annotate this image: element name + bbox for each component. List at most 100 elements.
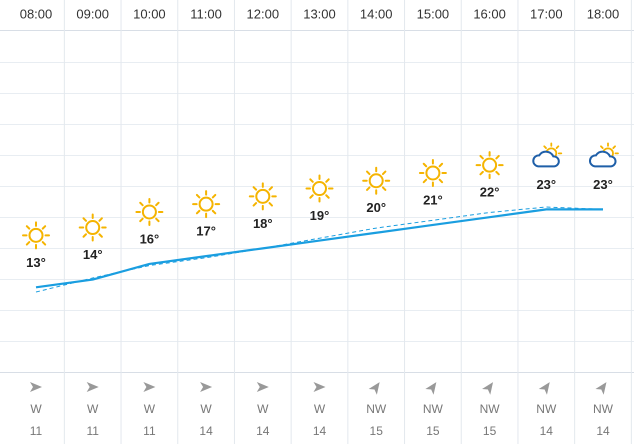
sun-ray	[98, 233, 103, 238]
sun-ray	[438, 178, 444, 184]
wind-direction: W	[30, 402, 42, 416]
wind-arrow	[143, 382, 156, 392]
temperature-label: 23°	[536, 177, 556, 192]
sun-ray	[139, 201, 144, 207]
wind-arrow	[86, 382, 99, 392]
wind-speed: 14	[199, 424, 213, 438]
sun-ray	[211, 209, 217, 215]
sun-ray	[612, 145, 616, 149]
sun-ray	[155, 217, 160, 223]
weather-icon	[192, 190, 221, 219]
weather-icon	[475, 151, 504, 180]
wind-direction: W	[257, 402, 269, 416]
wind-speed: 14	[313, 424, 327, 438]
sun-ray	[82, 217, 87, 222]
sun-ray	[252, 202, 258, 207]
temperature-label: 16°	[140, 231, 160, 246]
sun-ray	[195, 193, 201, 199]
wind-arrow	[256, 382, 269, 392]
sun-ray	[600, 145, 604, 149]
sun-ray	[25, 225, 31, 230]
hour-label: 13:00	[303, 6, 336, 21]
sun	[198, 196, 214, 212]
sun-ray	[479, 154, 484, 160]
horizontal-grid	[0, 62, 634, 342]
temperature-line-dashed	[35, 206, 604, 293]
wind-arrow	[313, 382, 326, 392]
sun	[255, 188, 271, 204]
hour-label: 16:00	[473, 6, 506, 21]
hour-label: 11:00	[190, 6, 222, 21]
hour-label: 10:00	[133, 6, 166, 21]
sun-ray	[268, 186, 273, 191]
sun-ray	[41, 225, 47, 230]
temperature-label: 20°	[366, 200, 386, 215]
sun-ray	[41, 241, 47, 246]
sun-ray	[422, 162, 428, 168]
temperature-label: 17°	[196, 224, 216, 239]
hour-label: 12:00	[247, 6, 280, 21]
sun-ray	[139, 217, 144, 223]
wind-direction: NW	[480, 402, 501, 416]
wind-direction: NW	[536, 402, 557, 416]
sun-ray	[479, 170, 484, 176]
wind-direction: W	[200, 402, 212, 416]
temperature-label: 18°	[253, 216, 273, 231]
sun-ray	[366, 170, 371, 176]
sun	[482, 157, 498, 173]
sun	[28, 227, 44, 243]
wind-direction: NW	[593, 402, 614, 416]
sun	[425, 165, 441, 181]
weather-icon	[362, 166, 391, 195]
temperature-label: 21°	[423, 192, 443, 207]
sun-ray	[381, 186, 387, 191]
wind-speed: 14	[540, 424, 554, 438]
weather-icon	[78, 213, 107, 242]
wind-speed: 11	[143, 424, 156, 438]
weather-icon	[248, 182, 277, 211]
wind-speed: 15	[370, 424, 384, 438]
weather-icon	[135, 197, 164, 226]
sun-ray	[268, 202, 273, 207]
sun-ray	[438, 162, 444, 168]
cloud	[532, 150, 560, 168]
hour-label: 14:00	[360, 6, 393, 21]
weather-icon	[305, 174, 334, 203]
temperature-label: 14°	[83, 247, 103, 262]
temperature-label: 19°	[310, 208, 330, 223]
wind-direction: NW	[366, 402, 387, 416]
wind-speed: 14	[256, 424, 270, 438]
wind-arrow	[538, 382, 550, 395]
hour-label: 15:00	[417, 6, 450, 21]
weather-icon	[418, 158, 447, 187]
wind-arrow	[482, 382, 494, 395]
sun-ray	[422, 178, 428, 184]
wind-direction: W	[144, 402, 156, 416]
wind-arrow	[595, 382, 607, 395]
sun-ray	[366, 186, 371, 191]
sun-ray	[495, 170, 500, 176]
sun-ray	[98, 217, 103, 222]
sun	[368, 173, 384, 189]
wind-speed: 11	[30, 424, 43, 438]
wind-direction: NW	[423, 402, 444, 416]
hour-label: 08:00	[20, 6, 53, 21]
hour-label: 17:00	[530, 6, 563, 21]
wind-arrow	[30, 382, 42, 392]
wind-arrow	[425, 382, 437, 395]
sun-ray	[325, 194, 330, 199]
hour-label: 18:00	[587, 6, 620, 21]
weather-icon	[532, 142, 563, 168]
sun	[312, 181, 327, 197]
hour-label: 09:00	[76, 6, 109, 21]
temperature-line	[35, 208, 603, 289]
sun-ray	[195, 209, 201, 215]
sun-ray	[252, 186, 258, 191]
wind-arrow	[368, 382, 380, 395]
sun	[141, 204, 157, 220]
sun	[85, 220, 101, 236]
sun-ray	[555, 145, 560, 149]
